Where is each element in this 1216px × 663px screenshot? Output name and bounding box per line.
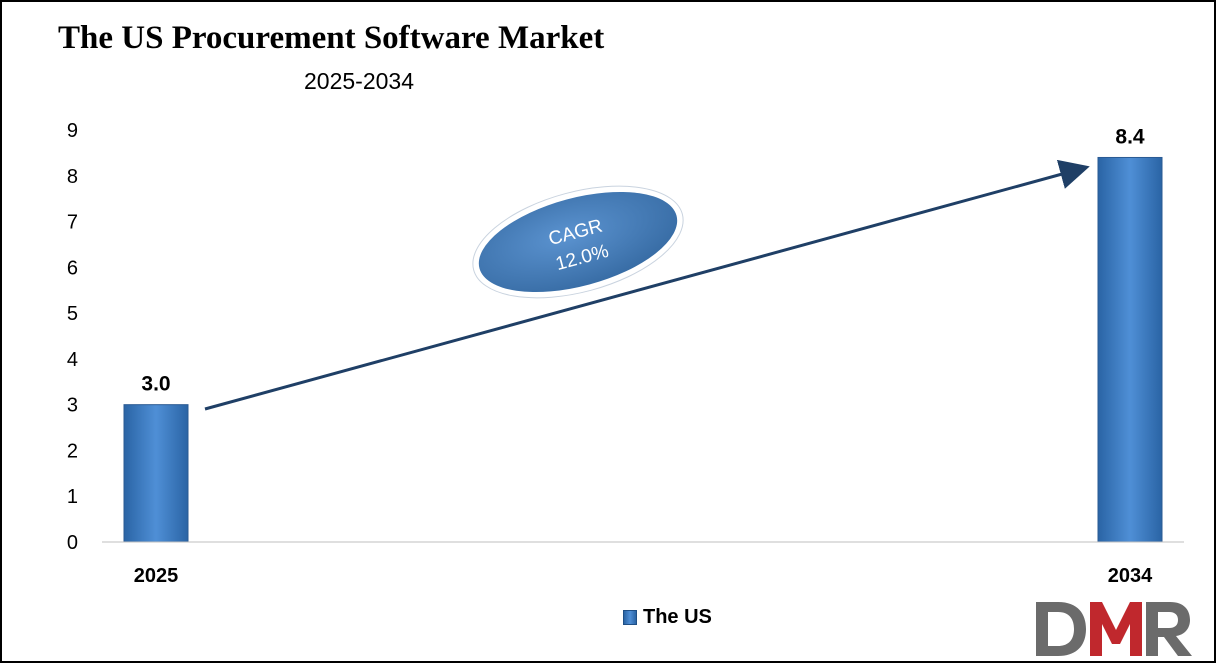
y-tick-label: 3 xyxy=(67,395,78,417)
y-tick-label: 8 xyxy=(67,166,78,188)
x-tick-label-2025: 2025 xyxy=(134,565,179,587)
y-tick-label: 5 xyxy=(67,303,78,325)
data-label-2034: 8.4 xyxy=(1115,125,1145,148)
chart-subtitle: 2025-2034 xyxy=(304,68,414,94)
dmr-logo xyxy=(1036,602,1192,656)
data-label-2025: 3.0 xyxy=(141,373,170,396)
legend-swatch xyxy=(623,610,637,625)
y-tick-label: 7 xyxy=(67,212,78,234)
y-tick-label: 6 xyxy=(67,257,78,279)
y-tick-label: 1 xyxy=(67,486,78,508)
legend: The US xyxy=(623,606,712,629)
growth-arrow xyxy=(204,159,1090,411)
legend-label: The US xyxy=(643,606,712,628)
x-tick-label-2034: 2034 xyxy=(1108,565,1153,587)
y-tick-label: 0 xyxy=(67,532,78,554)
cagr-badge: CAGR 12.0% xyxy=(472,185,684,299)
chart-title: The US Procurement Software Market xyxy=(58,20,605,56)
y-tick-label: 4 xyxy=(67,349,78,371)
bar-2034 xyxy=(1097,156,1163,543)
bar-2025 xyxy=(123,404,189,543)
y-tick-label: 2 xyxy=(67,440,78,462)
y-tick-label: 9 xyxy=(67,120,78,142)
